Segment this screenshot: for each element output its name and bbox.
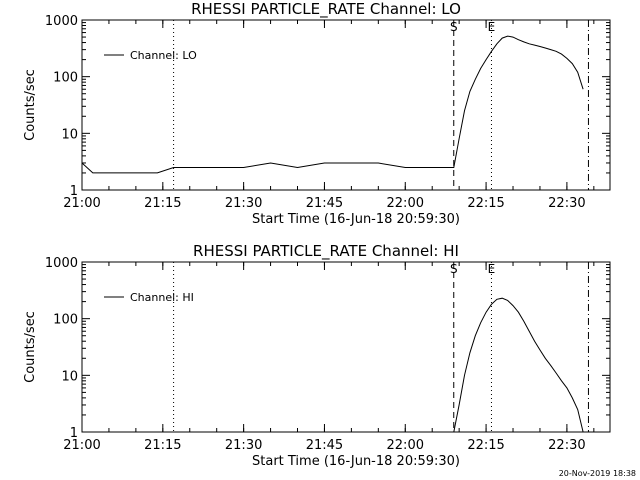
event-marker-label: S [450,20,458,34]
x-tick-label: 21:00 [63,438,100,453]
plot-frame [81,19,611,191]
x-tick-label: 21:15 [144,438,181,453]
x-tick-label: 21:45 [306,196,343,211]
plot-frame [81,261,611,433]
legend-label: Channel: HI [130,291,194,304]
y-axis-label: Counts/sec [23,311,38,383]
x-tick-label: 21:00 [63,196,100,211]
event-marker-label: S [450,262,458,276]
footer-timestamp: 20-Nov-2019 18:38 [559,469,636,478]
event-marker-label: E [488,20,496,34]
y-tick-label: 10 [61,127,78,142]
x-tick-label: 22:30 [548,196,585,211]
hi-channel-panel: RHESSI PARTICLE_RATE Channel: HI 21:00 21:… [23,242,611,469]
y-tick-label: 1000 [45,14,78,29]
y-tick-label: 100 [53,71,78,86]
x-tick-label: 22:15 [467,196,504,211]
x-tick-label: 22:00 [387,438,424,453]
y-tick-label: 1 [70,184,78,199]
y-tick-label: 1000 [45,256,78,271]
x-axis-label: Start Time (16-Jun-18 20:59:30) [252,212,460,227]
y-tick-label: 1 [70,426,78,441]
series-line [81,35,584,174]
x-tick-label: 22:15 [467,438,504,453]
x-tick-label: 22:00 [387,196,424,211]
x-tick-label: 21:30 [225,196,262,211]
event-marker-label: E [488,262,496,276]
legend-label: Channel: LO [130,49,197,62]
x-tick-label: 22:30 [548,438,585,453]
x-tick-label: 21:30 [225,438,262,453]
x-tick-label: 21:15 [144,196,181,211]
y-axis-label: Counts/sec [23,69,38,141]
chart-title: RHESSI PARTICLE_RATE Channel: HI [193,242,459,261]
x-tick-label: 21:45 [306,438,343,453]
y-tick-label: 10 [61,369,78,384]
chart-title: RHESSI PARTICLE_RATE Channel: LO [191,0,461,19]
y-tick-label: 100 [53,313,78,328]
x-axis-label: Start Time (16-Jun-18 20:59:30) [252,454,460,469]
series-line [453,297,584,433]
lo-channel-panel: RHESSI PARTICLE_RATE Channel: LO 21:00 21:… [23,0,611,227]
